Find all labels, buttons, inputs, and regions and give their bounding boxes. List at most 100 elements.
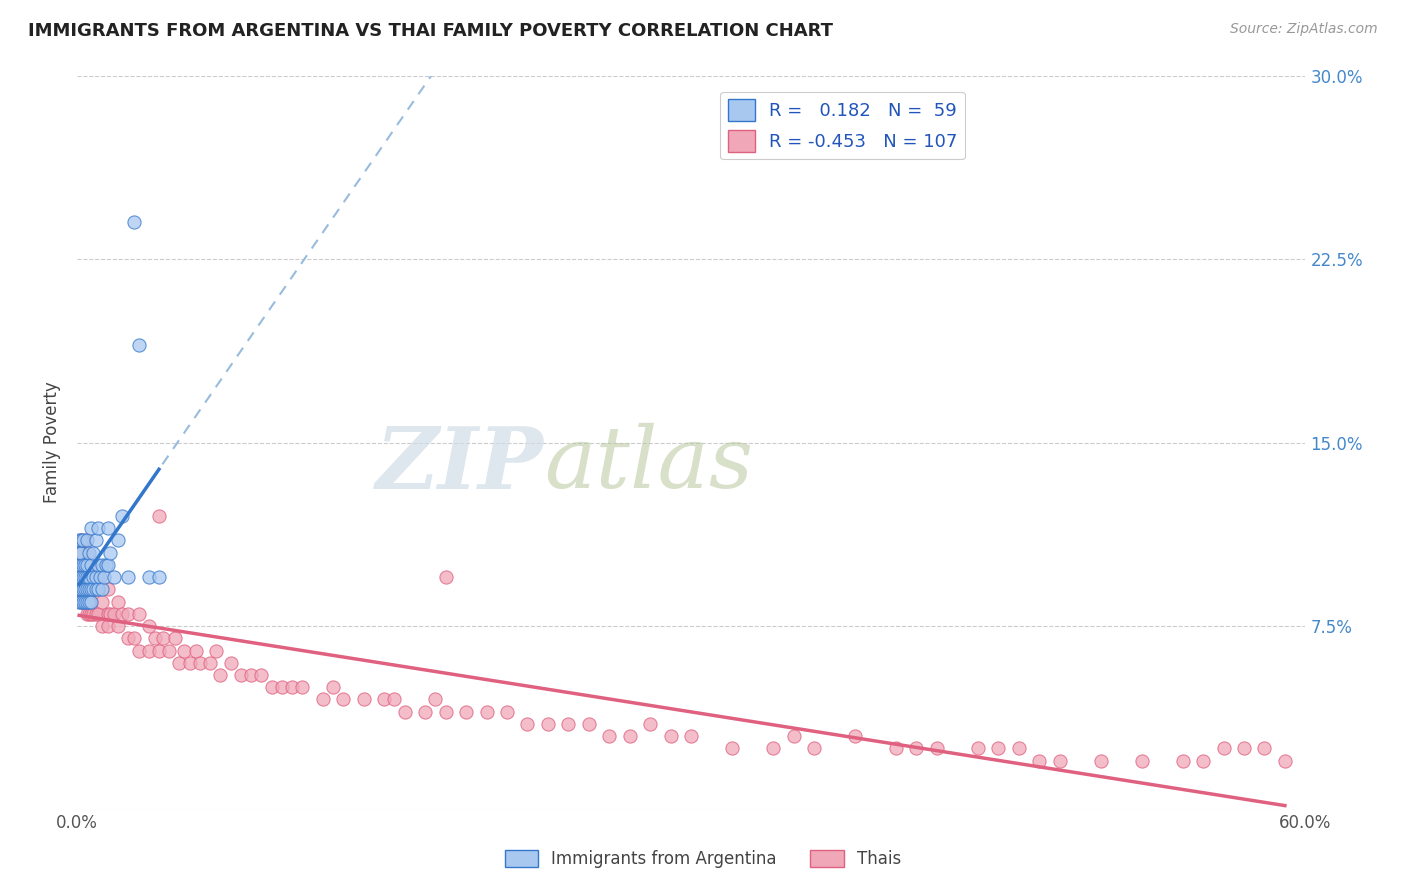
Point <box>516 717 538 731</box>
Point <box>1192 754 1215 768</box>
Point <box>198 656 221 670</box>
Text: atlas: atlas <box>544 423 754 506</box>
Point <box>97 558 120 572</box>
Point <box>117 607 139 621</box>
Point <box>80 558 103 572</box>
Point <box>93 570 115 584</box>
Point <box>152 632 174 646</box>
Point <box>128 607 150 621</box>
Point <box>578 717 600 731</box>
Point <box>1130 754 1153 768</box>
Point <box>90 582 112 597</box>
Legend: Immigrants from Argentina, Thais: Immigrants from Argentina, Thais <box>498 843 908 875</box>
Point <box>84 607 107 621</box>
Point <box>966 741 988 756</box>
Point <box>260 680 283 694</box>
Point <box>70 570 93 584</box>
Point <box>79 546 101 560</box>
Point <box>86 607 108 621</box>
Point <box>75 570 97 584</box>
Point <box>67 558 90 572</box>
Point <box>79 558 101 572</box>
Point <box>98 607 121 621</box>
Point <box>762 741 785 756</box>
Point <box>67 570 90 584</box>
Point <box>148 570 170 584</box>
Point <box>394 705 416 719</box>
Point <box>67 582 90 597</box>
Point <box>79 594 101 608</box>
Point <box>75 570 97 584</box>
Point <box>270 680 292 694</box>
Point <box>173 643 195 657</box>
Point <box>148 643 170 657</box>
Point <box>76 533 98 548</box>
Point <box>70 546 93 560</box>
Point <box>80 521 103 535</box>
Point <box>70 533 93 548</box>
Point <box>138 619 160 633</box>
Point <box>229 668 252 682</box>
Point <box>844 729 866 743</box>
Point <box>987 741 1010 756</box>
Point <box>76 607 98 621</box>
Point <box>281 680 304 694</box>
Point <box>1049 754 1071 768</box>
Point <box>70 533 93 548</box>
Point <box>557 717 579 731</box>
Point <box>70 594 93 608</box>
Point <box>143 632 166 646</box>
Point <box>79 582 101 597</box>
Text: Source: ZipAtlas.com: Source: ZipAtlas.com <box>1230 22 1378 37</box>
Point <box>67 582 90 597</box>
Point <box>619 729 641 743</box>
Point <box>76 594 98 608</box>
Point <box>103 570 125 584</box>
Point <box>75 533 97 548</box>
Point <box>72 582 94 597</box>
Point <box>188 656 211 670</box>
Point <box>219 656 242 670</box>
Point <box>413 705 436 719</box>
Point <box>72 594 94 608</box>
Point <box>79 570 101 584</box>
Point <box>1233 741 1256 756</box>
Point <box>80 582 103 597</box>
Point <box>82 582 104 597</box>
Point <box>67 546 90 560</box>
Text: IMMIGRANTS FROM ARGENTINA VS THAI FAMILY POVERTY CORRELATION CHART: IMMIGRANTS FROM ARGENTINA VS THAI FAMILY… <box>28 22 834 40</box>
Point <box>72 546 94 560</box>
Point <box>90 594 112 608</box>
Point <box>86 582 108 597</box>
Point <box>82 546 104 560</box>
Point <box>72 558 94 572</box>
Point <box>905 741 928 756</box>
Y-axis label: Family Poverty: Family Poverty <box>44 382 60 503</box>
Point <box>80 594 103 608</box>
Point <box>332 692 354 706</box>
Point <box>496 705 519 719</box>
Point <box>76 582 98 597</box>
Point <box>128 643 150 657</box>
Point <box>250 668 273 682</box>
Point <box>84 533 107 548</box>
Point <box>1253 741 1275 756</box>
Point <box>72 594 94 608</box>
Point <box>117 632 139 646</box>
Point <box>107 594 129 608</box>
Point <box>70 594 93 608</box>
Point <box>76 582 98 597</box>
Point <box>659 729 682 743</box>
Point <box>82 582 104 597</box>
Point <box>925 741 948 756</box>
Point <box>353 692 375 706</box>
Point <box>124 215 146 229</box>
Point <box>1008 741 1031 756</box>
Point <box>148 508 170 523</box>
Point <box>124 632 146 646</box>
Point <box>67 546 90 560</box>
Point <box>1171 754 1194 768</box>
Point <box>89 570 111 584</box>
Point <box>1090 754 1112 768</box>
Point <box>138 570 160 584</box>
